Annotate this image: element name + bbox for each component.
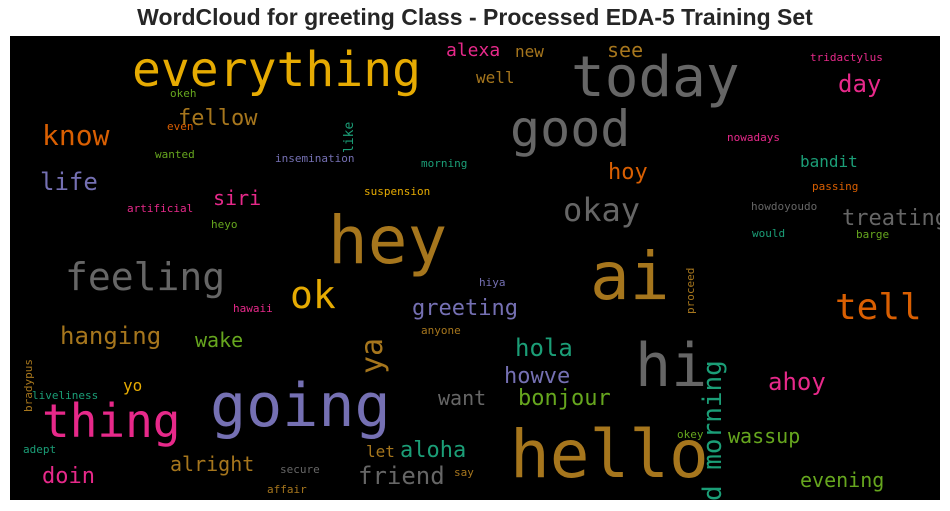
word-siri: siri [213,186,262,210]
word-evening: evening [800,468,885,492]
word-like: like [342,121,357,153]
word-yo: yo [123,376,143,395]
word-friend: friend [358,462,445,490]
word-everything: everything [132,42,421,98]
word-day: day [838,70,882,98]
word-ahoy: ahoy [768,368,826,396]
word-greeting: greeting [412,296,518,321]
word-would: would [752,227,786,240]
word-doin: doin [42,464,95,489]
word-hey: hey [328,202,448,279]
word-know: know [42,119,110,152]
word-hi: hi [635,331,708,401]
word-thing: thing [42,394,181,448]
word-okey: okey [677,428,704,441]
word-howve: howve [504,364,571,389]
word-secure: secure [280,463,320,476]
word-tell: tell [835,287,922,328]
word-hanging: hanging [60,322,162,350]
word-okeh: okeh [170,87,197,100]
word-adept: adept [23,443,57,456]
word-liveliness: liveliness [32,389,99,402]
word-bradypus: bradypus [22,359,35,412]
word-see: see [607,38,644,62]
word-today: today [571,45,740,110]
word-say: say [454,466,474,479]
word-ok: ok [290,273,336,317]
wordcloud-canvas: everything today good hey ai hello going hi thin… [10,36,940,500]
word-feeling: feeling [65,255,226,299]
word-hawaii: hawaii [233,302,273,315]
word-life: life [40,168,98,196]
word-suspension: suspension [364,185,431,198]
word-howdoyoudo: howdoyoudo [751,200,818,213]
word-proceed: proceed [684,267,697,314]
word-wassup: wassup [728,424,801,448]
chart-title: WordCloud for greeting Class - Processed… [137,4,813,30]
word-new: new [515,42,544,61]
word-wanted: wanted [155,148,195,161]
word-okay: okay [563,191,641,229]
word-fellow: fellow [178,106,258,131]
word-good: good [510,100,631,158]
word-wake: wake [195,328,244,352]
word-well: well [476,68,515,87]
word-even: even [167,120,194,133]
word-hiya: hiya [479,276,506,289]
word-hello: hello [510,416,709,493]
word-let: let [366,442,395,461]
word-insemination: insemination [275,152,355,165]
word-hoy: hoy [608,160,648,185]
word-aloha: aloha [400,438,467,463]
word-alright: alright [170,452,255,476]
word-bonjour: bonjour [518,386,611,411]
word-ai: ai [590,238,670,315]
word-passing: passing [812,180,859,193]
word-anyone: anyone [421,324,461,337]
word-going: going [210,371,391,441]
word-affair: affair [267,483,307,496]
word-barge: barge [856,228,890,241]
word-tridactylus: tridactylus [810,51,883,64]
word-heyo: heyo [211,218,238,231]
word-ya: ya [355,337,390,374]
word-bandit: bandit [800,152,858,171]
word-alexa: alexa [446,40,501,61]
word-want: want [438,386,487,410]
word-morning: morning [421,157,468,170]
word-artificial: artificial [127,202,194,215]
word-nowadays: nowadays [727,131,780,144]
word-hola: hola [515,334,573,362]
word-treating: treating [842,206,940,231]
